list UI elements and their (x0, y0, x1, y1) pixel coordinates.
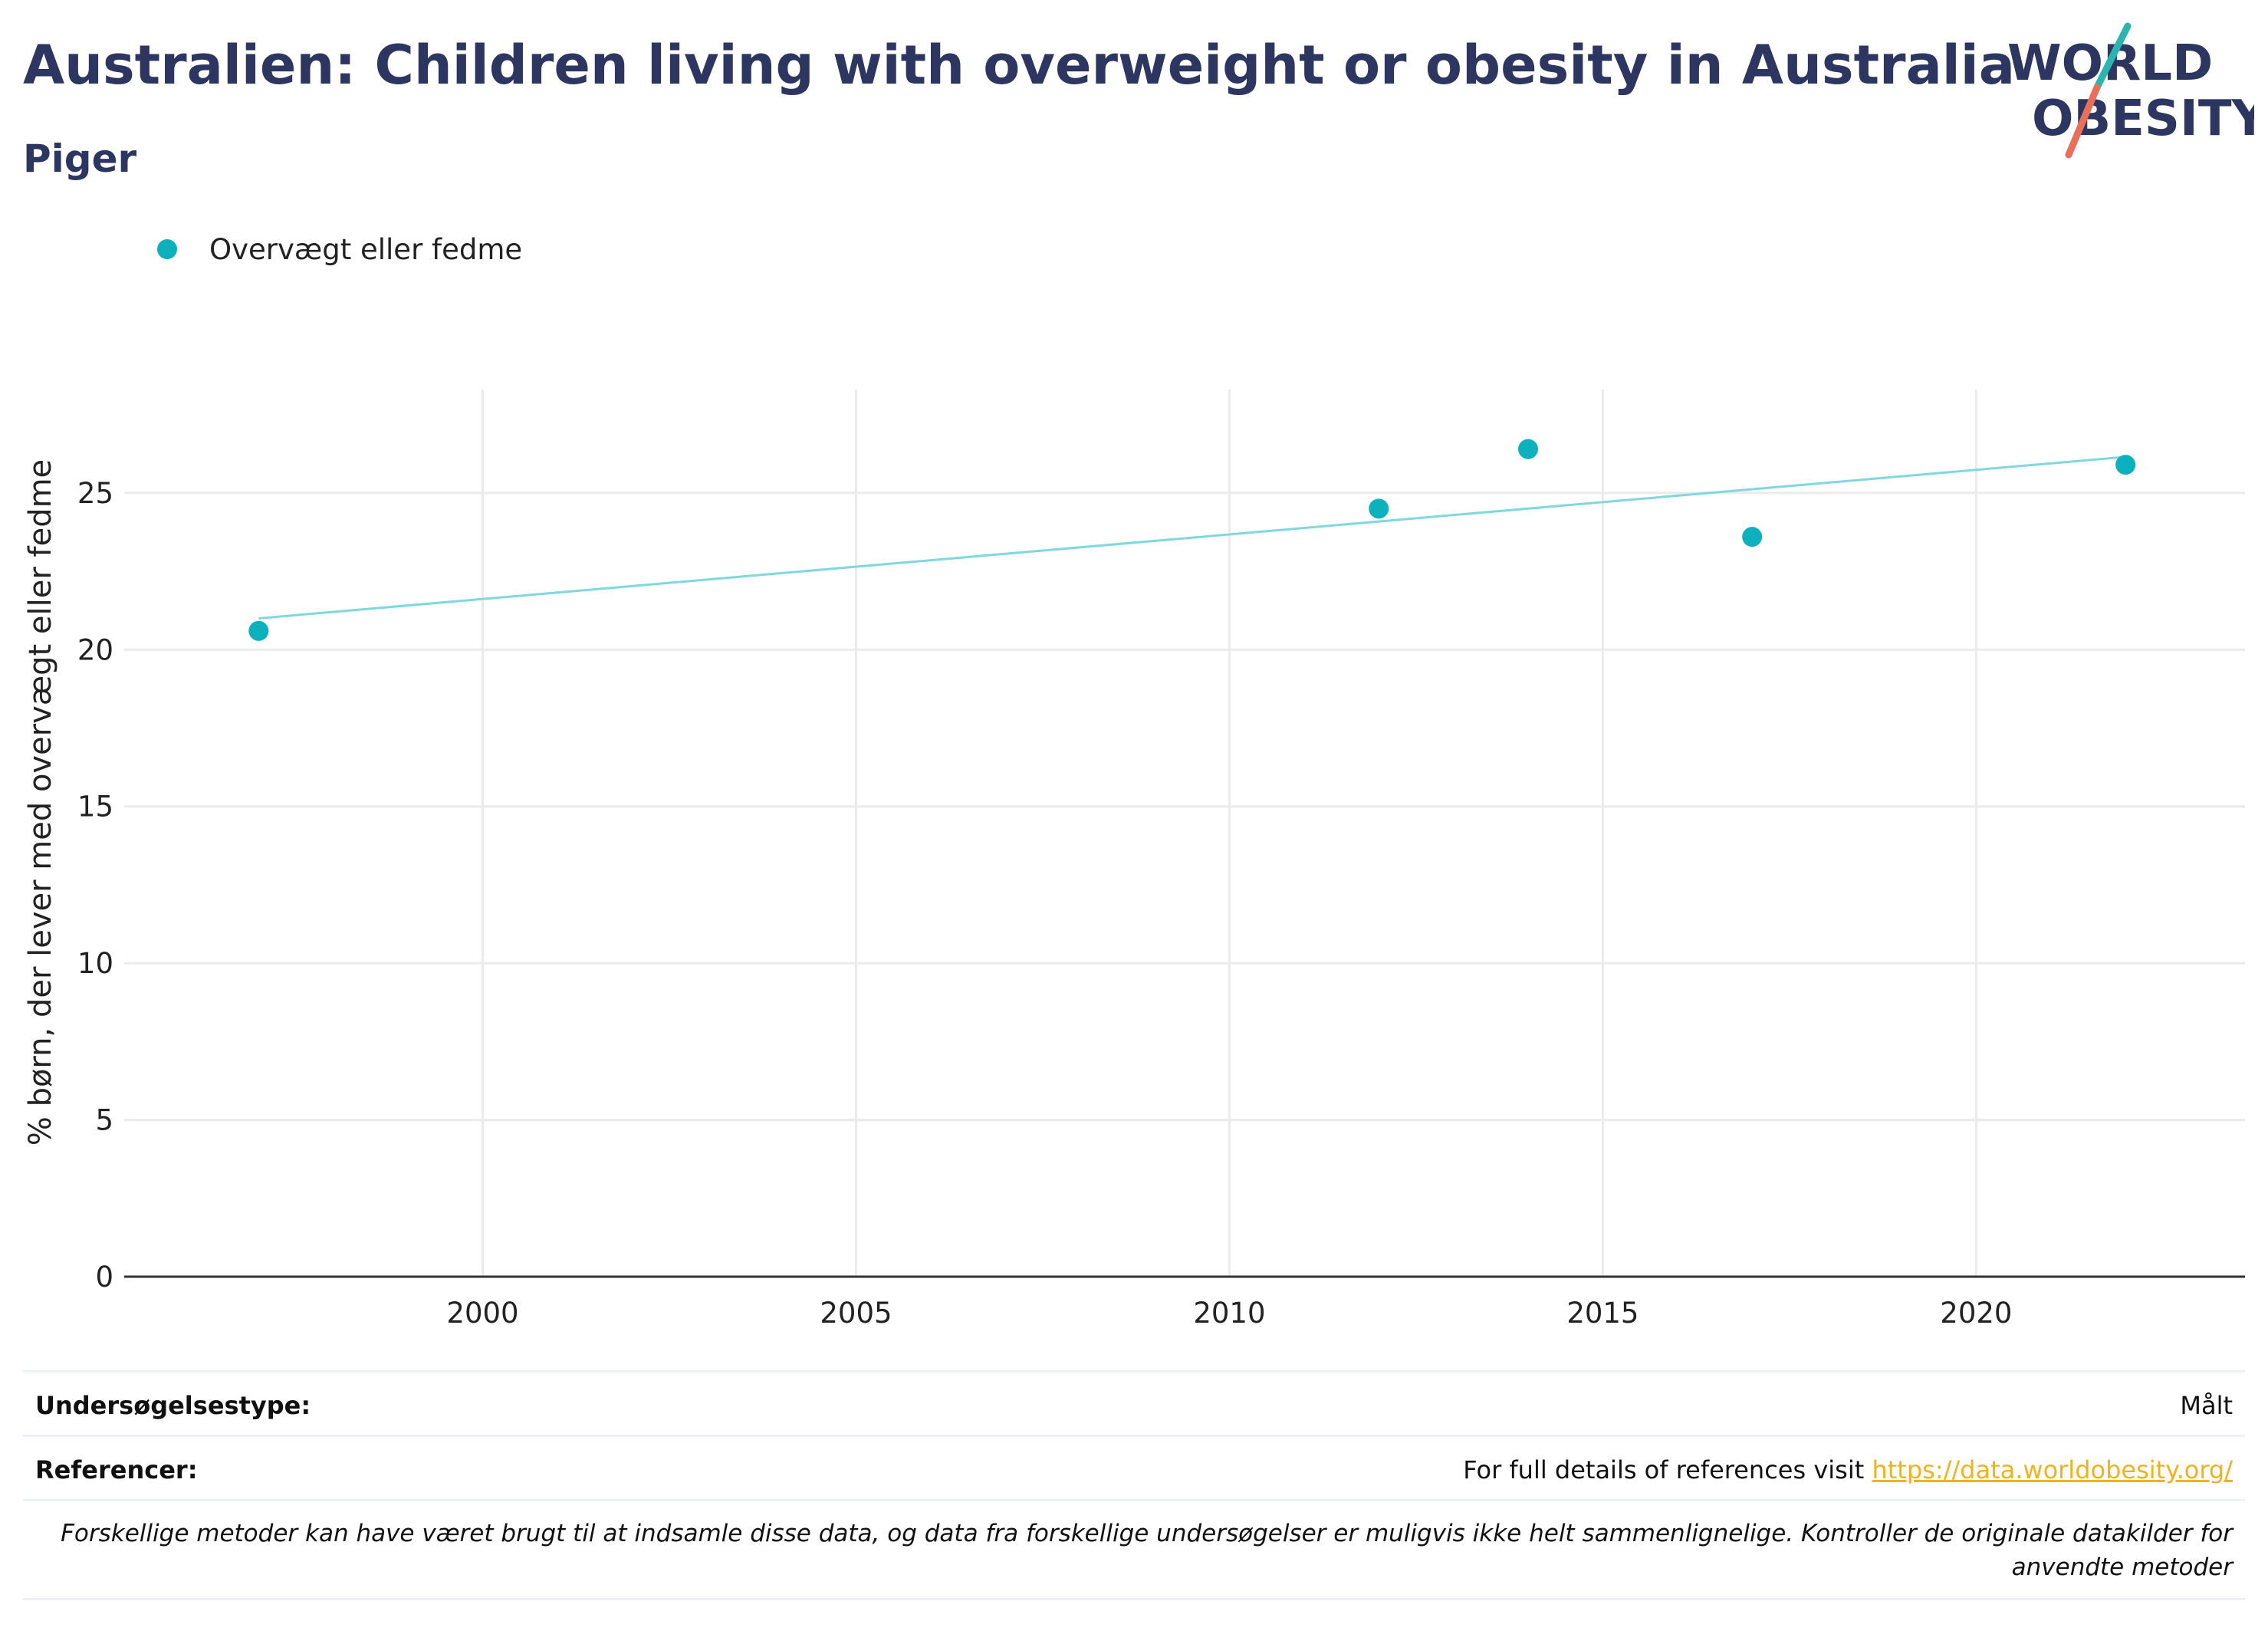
x-tick-label: 2010 (1193, 1297, 1265, 1330)
data-point[interactable] (1518, 439, 1539, 459)
grid-lines (124, 390, 2245, 1278)
y-tick-label: 25 (77, 477, 113, 510)
data-point[interactable] (1742, 527, 1763, 547)
trendline-layer (258, 455, 2126, 620)
y-tick-label: 10 (77, 947, 113, 980)
note-row: Forskellige metoder kan have været brugt… (23, 1499, 2245, 1600)
references-value: For full details of references visit htt… (1463, 1455, 2233, 1484)
x-tick-label: 2005 (820, 1297, 892, 1330)
axis-ticks: 2000 2005 2010 2015 2020 0 5 10 15 20 25 (77, 477, 2013, 1330)
data-point[interactable] (248, 620, 269, 641)
survey-type-row: Undersøgelsestype: Målt (23, 1370, 2245, 1437)
references-link[interactable]: https://data.worldobesity.org/ (1872, 1455, 2233, 1484)
logo-slash-coral (2065, 84, 2101, 159)
y-tick-label: 15 (77, 791, 113, 824)
logo-text-obesity: OBESITY (2032, 90, 2254, 147)
world-obesity-logo: WORLD OBESITY (2007, 22, 2254, 159)
x-tick-label: 2015 (1566, 1297, 1639, 1330)
references-label: Referencer: (35, 1455, 198, 1484)
y-tick-label: 20 (77, 633, 113, 666)
trendline (258, 455, 2126, 620)
methods-note: Forskellige metoder kan have været brugt… (61, 1520, 2233, 1581)
x-tick-label: 2020 (1940, 1297, 2012, 1330)
data-point[interactable] (2115, 455, 2136, 475)
legend-marker (157, 239, 177, 259)
y-axis-title: % børn, der lever med overvægt eller fed… (23, 459, 58, 1146)
chart-area: 2000 2005 2010 2015 2020 0 5 10 15 20 25 % børn, d… (23, 390, 2245, 1330)
data-points (248, 439, 2136, 641)
y-tick-label: 0 (95, 1261, 113, 1294)
chart-subtitle: Piger (23, 136, 137, 181)
references-row: Referencer: For full details of referenc… (23, 1435, 2245, 1501)
survey-type-value: Målt (2180, 1391, 2233, 1420)
references-text: For full details of references visit (1463, 1455, 1872, 1484)
data-point[interactable] (1369, 498, 1389, 519)
legend[interactable]: Overvægt eller fedme (157, 230, 522, 268)
chart-title: Australien: Children living with overwei… (23, 34, 2016, 97)
x-tick-label: 2000 (446, 1297, 518, 1330)
logo-slash-teal (2093, 22, 2132, 91)
legend-label: Overvægt eller fedme (209, 232, 523, 266)
survey-type-label: Undersøgelsestype: (35, 1391, 311, 1420)
y-tick-label: 5 (95, 1104, 113, 1137)
